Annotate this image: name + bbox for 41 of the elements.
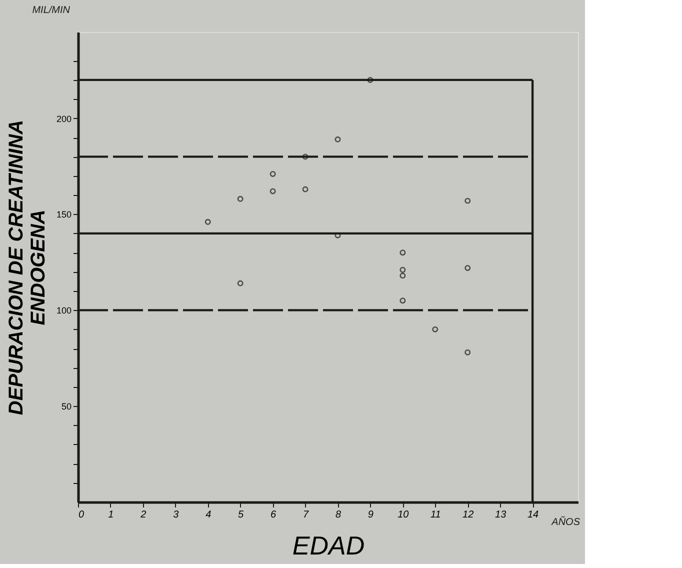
point (464, 198, 471, 204)
point (367, 76, 374, 83)
x-tick-label: 1 (108, 510, 114, 520)
x-tick-label: 5 (238, 510, 244, 520)
point (464, 349, 471, 356)
point (270, 188, 276, 194)
x-tick-label: 14 (527, 510, 540, 520)
x-tick-label: 9 (368, 510, 374, 520)
point (400, 266, 406, 273)
point (302, 186, 308, 192)
x-axis-title: EDAD (292, 530, 365, 560)
x-tick-label: 6 (270, 510, 277, 520)
y-tick-label: 200 (56, 114, 72, 124)
x-tick-label: 10 (398, 510, 410, 520)
text: MIL/MIN (32, 5, 71, 16)
point (464, 264, 471, 271)
point (237, 196, 244, 202)
point (237, 280, 244, 286)
point (400, 250, 406, 256)
y-tick-label: 150 (56, 210, 72, 220)
point (432, 326, 438, 332)
point (334, 136, 341, 142)
point (334, 232, 341, 238)
x-tick-label: 0 (78, 510, 84, 520)
point (400, 298, 406, 304)
point (270, 170, 276, 177)
x-tick-label: 12 (462, 510, 474, 520)
point (302, 154, 308, 160)
x-tick-label: 4 (206, 510, 212, 520)
x-tick-label: 11 (430, 510, 441, 520)
point (204, 218, 211, 225)
x-tick-label: 3 (173, 510, 180, 520)
y-axis-title: DEPURACION DE CREATININA ENDOGENA (5, 120, 50, 416)
x-tick-label: 7 (302, 510, 309, 520)
y-tick-label: 50 (61, 402, 72, 412)
point (400, 272, 406, 279)
x-tick-label: 2 (140, 510, 147, 520)
text: AÑOS (550, 516, 580, 528)
x-tick-label: 13 (495, 510, 507, 520)
x-tick-label: 8 (335, 510, 342, 520)
y-tick-label: 100 (56, 306, 72, 316)
